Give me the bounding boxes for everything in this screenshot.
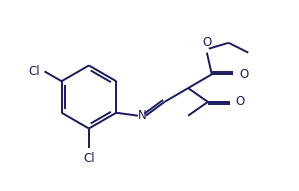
- Text: Cl: Cl: [83, 152, 95, 165]
- Text: Cl: Cl: [28, 65, 39, 78]
- Text: O: O: [239, 68, 249, 81]
- Text: O: O: [202, 36, 211, 49]
- Text: O: O: [235, 96, 245, 108]
- Text: N: N: [138, 109, 146, 122]
